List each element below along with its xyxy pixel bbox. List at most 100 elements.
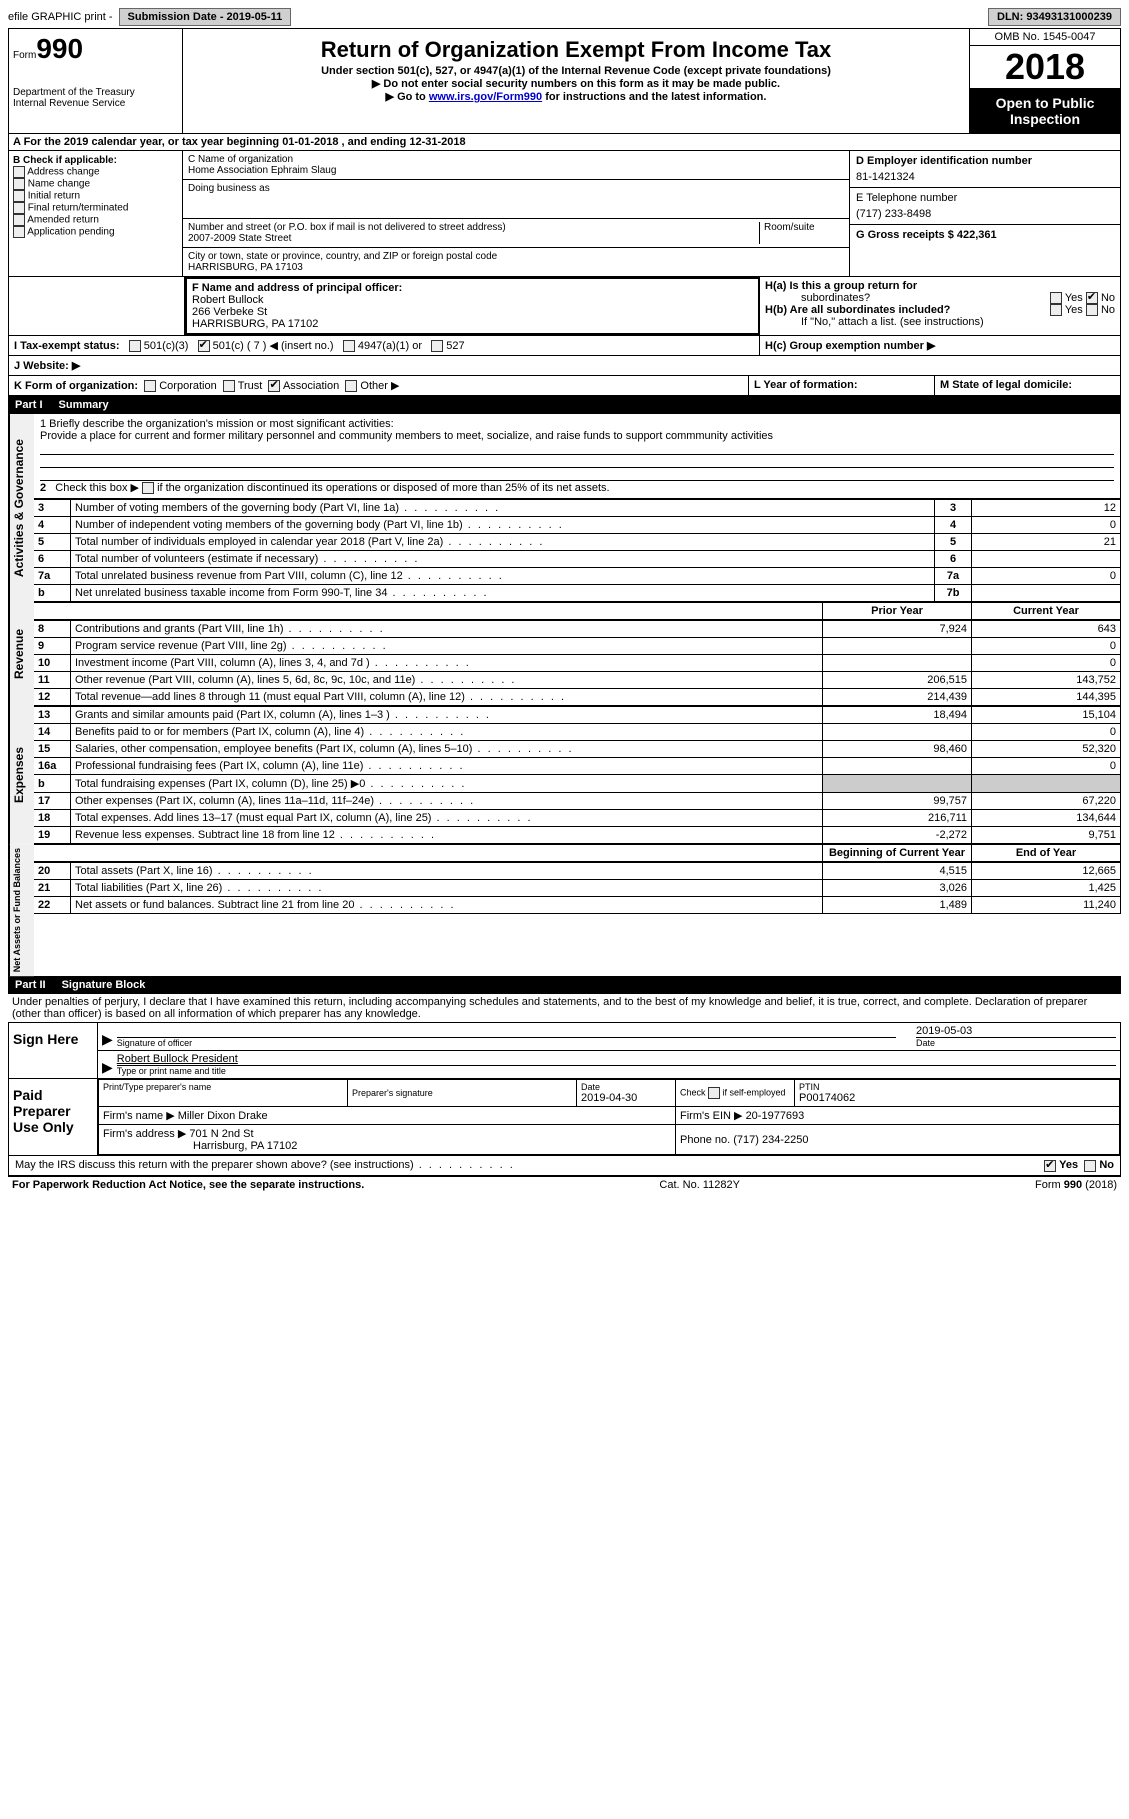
trust-checkbox[interactable] bbox=[223, 380, 235, 392]
preparer-label: Paid Preparer Use Only bbox=[9, 1079, 98, 1155]
initial-return-label: Initial return bbox=[28, 191, 80, 202]
4947-checkbox[interactable] bbox=[343, 340, 355, 352]
officer-sig-name-label: Type or print name and title bbox=[117, 1065, 1116, 1076]
hb-yes-label: Yes bbox=[1065, 304, 1083, 316]
col-b: B Check if applicable: Address change Na… bbox=[9, 151, 183, 276]
ha-no-label: No bbox=[1101, 292, 1115, 304]
officer-addr2: HARRISBURG, PA 17102 bbox=[192, 318, 753, 330]
arrow-icon: ▶ bbox=[102, 1059, 113, 1076]
addr-change-checkbox[interactable] bbox=[13, 166, 25, 178]
prep-date: 2019-04-30 bbox=[581, 1092, 671, 1104]
col-c: C Name of organization Home Association … bbox=[183, 151, 850, 276]
governance-table: 3Number of voting members of the governi… bbox=[34, 499, 1121, 602]
row-m-label: M State of legal domicile: bbox=[940, 379, 1072, 391]
preparer-table: Print/Type preparer's name Preparer's si… bbox=[98, 1079, 1120, 1155]
hb2-label: If "No," attach a list. (see instruction… bbox=[801, 316, 1115, 328]
form-number: 990 bbox=[36, 33, 83, 64]
street: 2007-2009 State Street bbox=[188, 233, 759, 244]
sig-date-label: Date bbox=[916, 1037, 1116, 1048]
prior-year-header: Prior Year bbox=[823, 603, 972, 620]
penalty-text: Under penalties of perjury, I declare th… bbox=[8, 994, 1121, 1022]
addr-change-label: Address change bbox=[27, 167, 99, 178]
firm-ein-label: Firm's EIN ▶ bbox=[680, 1110, 743, 1122]
row-k-label: K Form of organization: bbox=[14, 380, 138, 392]
street-label: Number and street (or P.O. box if mail i… bbox=[188, 222, 759, 233]
corp-checkbox[interactable] bbox=[144, 380, 156, 392]
discuss-no-checkbox[interactable] bbox=[1084, 1160, 1096, 1172]
final-return-checkbox[interactable] bbox=[13, 202, 25, 214]
summary-netassets: Net Assets or Fund Balances Beginning of… bbox=[8, 844, 1121, 976]
ha-yes-label: Yes bbox=[1065, 292, 1083, 304]
note2-pre: ▶ Go to bbox=[386, 91, 429, 103]
mission-text: Provide a place for current and former m… bbox=[40, 430, 1114, 442]
eoy-header: End of Year bbox=[972, 845, 1121, 862]
ein-label: D Employer identification number bbox=[856, 155, 1114, 167]
header-center: Return of Organization Exempt From Incom… bbox=[183, 29, 969, 133]
discontinued-checkbox[interactable] bbox=[142, 482, 154, 494]
assoc-label: Association bbox=[283, 380, 339, 392]
app-pending-checkbox[interactable] bbox=[13, 226, 25, 238]
assoc-checkbox[interactable] bbox=[268, 380, 280, 392]
room-label: Room/suite bbox=[759, 222, 844, 244]
name-change-label: Name change bbox=[28, 179, 90, 190]
org-name: Home Association Ephraim Slaug bbox=[188, 165, 844, 176]
sign-here-section: Sign Here ▶ Signature of officer 2019-05… bbox=[8, 1022, 1121, 1079]
trust-label: Trust bbox=[238, 380, 263, 392]
ha-label: H(a) Is this a group return for bbox=[765, 280, 917, 292]
part-ii-title: Signature Block bbox=[62, 979, 146, 991]
city-label: City or town, state or province, country… bbox=[188, 251, 844, 262]
header-right: OMB No. 1545-0047 2018 Open to Public In… bbox=[969, 29, 1120, 133]
firm-name: Miller Dixon Drake bbox=[178, 1110, 268, 1122]
note2-post: for instructions and the latest informat… bbox=[542, 91, 766, 103]
amended-label: Amended return bbox=[27, 215, 99, 226]
dba-label: Doing business as bbox=[188, 183, 844, 194]
vert-governance: Activities & Governance bbox=[9, 414, 34, 602]
ha2-label: subordinates? bbox=[801, 292, 870, 304]
firm-addr2: Harrisburg, PA 17102 bbox=[193, 1140, 297, 1152]
ha-yes-checkbox[interactable] bbox=[1050, 292, 1062, 304]
footer-left: For Paperwork Reduction Act Notice, see … bbox=[12, 1179, 364, 1191]
hb-no-checkbox[interactable] bbox=[1086, 304, 1098, 316]
dln-button[interactable]: DLN: 93493131000239 bbox=[988, 8, 1121, 26]
form990-link[interactable]: www.irs.gov/Form990 bbox=[429, 91, 542, 103]
row-f-h: F Name and address of principal officer:… bbox=[8, 277, 1121, 336]
527-checkbox[interactable] bbox=[431, 340, 443, 352]
final-return-label: Final return/terminated bbox=[28, 203, 129, 214]
name-change-checkbox[interactable] bbox=[13, 178, 25, 190]
501c3-checkbox[interactable] bbox=[129, 340, 141, 352]
ptin-label: PTIN bbox=[799, 1082, 1115, 1092]
self-emp-checkbox[interactable] bbox=[708, 1087, 720, 1099]
netassets-table: 20Total assets (Part X, line 16)4,51512,… bbox=[34, 862, 1121, 914]
tax-year: 2018 bbox=[970, 46, 1120, 89]
line2: 2 Check this box ▶ if the organization d… bbox=[40, 481, 1114, 494]
prep-date-label: Date bbox=[581, 1082, 671, 1092]
summary-expenses: Expenses 13Grants and similar amounts pa… bbox=[8, 706, 1121, 844]
submission-date-button[interactable]: Submission Date - 2019-05-11 bbox=[119, 8, 292, 26]
form-header: Form990 Department of the Treasury Inter… bbox=[8, 28, 1121, 134]
501c-checkbox[interactable] bbox=[198, 340, 210, 352]
prep-name-label: Print/Type preparer's name bbox=[103, 1082, 343, 1092]
officer-addr1: 266 Verbeke St bbox=[192, 306, 753, 318]
527-label: 527 bbox=[446, 340, 464, 352]
hb-yes-checkbox[interactable] bbox=[1050, 304, 1062, 316]
form-subtitle: Under section 501(c), 527, or 4947(a)(1)… bbox=[189, 65, 963, 77]
form-title: Return of Organization Exempt From Incom… bbox=[189, 37, 963, 63]
arrow-icon: ▶ bbox=[102, 1031, 113, 1048]
other-label: Other ▶ bbox=[360, 380, 399, 392]
initial-return-checkbox[interactable] bbox=[13, 190, 25, 202]
ha-no-checkbox[interactable] bbox=[1086, 292, 1098, 304]
discuss-yes-checkbox[interactable] bbox=[1044, 1160, 1056, 1172]
revenue-header-table: Prior YearCurrent Year bbox=[34, 602, 1121, 620]
app-pending-label: Application pending bbox=[27, 227, 114, 238]
footer-mid: Cat. No. 11282Y bbox=[659, 1179, 740, 1191]
row-i: I Tax-exempt status: 501(c)(3) 501(c) ( … bbox=[8, 336, 1121, 356]
gross-receipts: G Gross receipts $ 422,361 bbox=[856, 229, 1114, 241]
other-checkbox[interactable] bbox=[345, 380, 357, 392]
ptin: P00174062 bbox=[799, 1092, 1115, 1104]
boy-header: Beginning of Current Year bbox=[823, 845, 972, 862]
omb-number: OMB No. 1545-0047 bbox=[970, 29, 1120, 46]
footer: For Paperwork Reduction Act Notice, see … bbox=[8, 1176, 1121, 1193]
summary-governance: Activities & Governance 1 Briefly descri… bbox=[8, 414, 1121, 602]
part-i-label: Part I bbox=[15, 399, 43, 411]
amended-checkbox[interactable] bbox=[13, 214, 25, 226]
